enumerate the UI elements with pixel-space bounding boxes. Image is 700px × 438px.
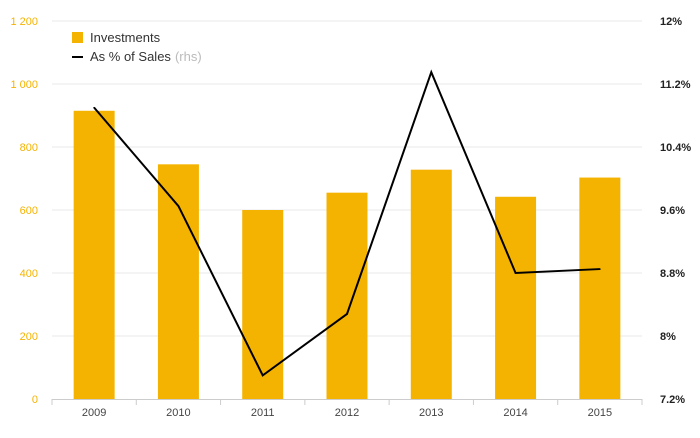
y-right-tick-label: 7.2% (660, 394, 685, 406)
line-series (93, 69, 601, 377)
y-left-tick-label: 800 (20, 142, 38, 154)
y-left-tick-label: 1 000 (10, 79, 38, 91)
line-point (93, 106, 95, 109)
line-point (430, 71, 433, 73)
y-left-tick-label: 200 (20, 331, 38, 343)
bar (157, 164, 199, 399)
y-right-tick-label: 10.4% (660, 142, 691, 154)
y-right-tick-label: 11.2% (660, 79, 691, 91)
x-tick-label: 2010 (166, 407, 190, 419)
line-point (346, 313, 348, 315)
y-left-tick-label: 400 (20, 268, 38, 280)
bar (410, 169, 452, 399)
bar (495, 196, 537, 399)
bar (579, 177, 621, 399)
legend-label-pct-sales: As % of Sales (90, 49, 171, 64)
y-left-tick-label: 600 (20, 205, 38, 217)
y-left-tick-label: 1 200 (10, 16, 38, 28)
axes: 0 200 400 600 800 1 000 1 200 7.2% 8% 8.8% 9.6% 10.… (10, 16, 691, 419)
legend-label-investments: Investments (90, 30, 161, 45)
line-point (599, 268, 601, 270)
x-tick-label: 2015 (588, 407, 612, 419)
x-tick-label: 2014 (503, 407, 527, 419)
line-point (261, 374, 264, 377)
x-tick-label: 2011 (251, 407, 275, 419)
y-right-tick-label: 12% (660, 16, 682, 28)
line-point (177, 205, 180, 207)
bar (73, 110, 115, 400)
x-tick-label: 2009 (82, 407, 106, 419)
x-tick-label: 2012 (335, 407, 359, 419)
y-right-tick-label: 8.8% (660, 268, 685, 280)
y-right-tick-label: 9.6% (660, 205, 685, 217)
legend-label-rhs: (rhs) (174, 49, 202, 64)
bar (242, 210, 284, 399)
bar (326, 192, 368, 399)
legend-swatch-pct-sales (72, 55, 83, 58)
bar-series (73, 110, 621, 400)
x-tick-label: 2013 (419, 407, 443, 419)
legend-item-investments: Investments (72, 28, 202, 47)
legend-item-pct-sales: As % of Sales (rhs) (72, 47, 202, 66)
legend-swatch-investments (72, 32, 83, 43)
y-left-tick-label: 0 (32, 394, 38, 406)
y-right-tick-label: 8% (660, 331, 676, 343)
legend: Investments As % of Sales (rhs) (72, 28, 202, 66)
line-point (514, 272, 517, 274)
